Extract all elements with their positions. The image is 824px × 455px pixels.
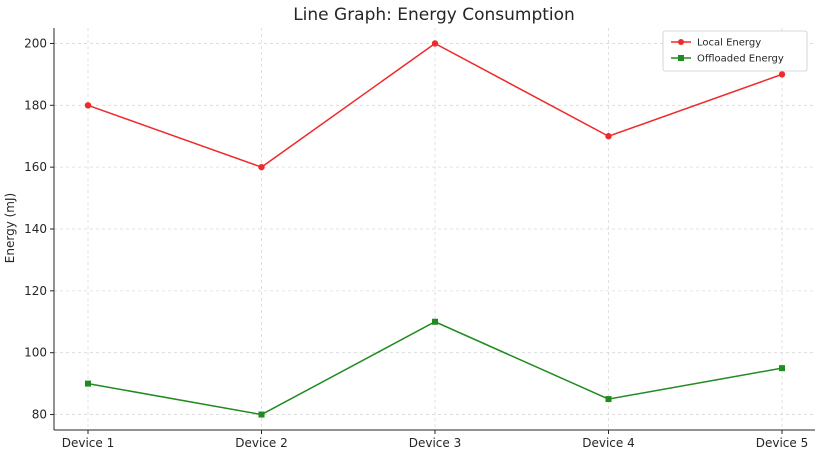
legend: Local Energy Offloaded Energy [662,30,808,72]
legend-marker [678,55,684,61]
x-tick-label: Device 1 [62,436,115,450]
data-point [432,318,438,325]
y-tick-label: 180 [24,98,47,112]
data-point [258,163,265,171]
legend-label: Offloaded Energy [697,54,784,65]
y-axis-label: Energy (mJ) [3,193,17,263]
axes: 80 100 120 140 160 180 200 Device 1 Device 2 Devi… [24,28,815,450]
y-tick-label: 120 [24,284,47,298]
y-tick-label: 200 [24,36,47,50]
data-point [605,133,612,140]
data-point [778,71,786,78]
x-tick-label: Device 5 [756,436,809,450]
chart-title: Line Graph: Energy Consumption [293,5,575,25]
data-point [258,411,265,418]
grid-lines [54,28,815,430]
y-tick-label: 80 [32,408,47,422]
legend-box [662,30,808,72]
x-tick-label: Device 2 [235,436,288,450]
y-tick-label: 100 [24,346,47,360]
legend-marker [678,39,684,45]
series-layer [84,40,786,418]
legend-label: Local Energy [697,38,761,49]
x-tick-label: Device 4 [582,436,635,450]
data-point [605,396,612,403]
data-point [431,40,439,47]
x-tick-label: Device 3 [409,436,462,450]
y-tick-label: 160 [24,160,47,174]
data-point [85,380,91,387]
data-point [84,102,92,109]
data-point [779,365,785,372]
y-tick-label: 140 [24,222,47,236]
